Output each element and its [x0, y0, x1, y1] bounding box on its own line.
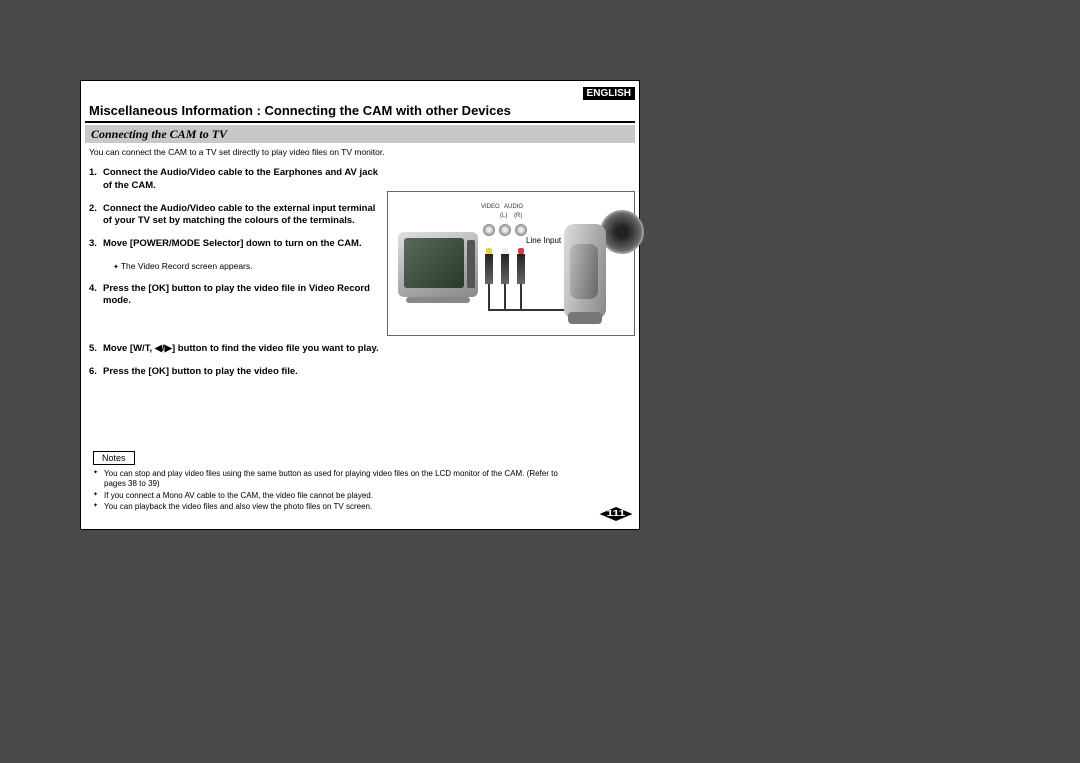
page-number: 111 — [600, 507, 633, 521]
note-1-text: You can stop and play video files using … — [104, 469, 579, 490]
intro-text: You can connect the CAM to a TV set dire… — [89, 147, 385, 157]
step-2-text: Connect the Audio/Video cable to the ext… — [103, 203, 379, 229]
audio-r-jack-icon — [515, 224, 527, 236]
yellow-plug-icon — [485, 254, 493, 284]
step-3: 3.Move [POWER/MODE Selector] down to tur… — [89, 238, 379, 251]
video-jack-label: VIDEO — [481, 204, 500, 210]
note-2-text: If you connect a Mono AV cable to the CA… — [104, 491, 373, 501]
note-item: If you connect a Mono AV cable to the CA… — [93, 491, 579, 501]
title-rule — [85, 121, 635, 123]
tv-base-icon — [406, 297, 470, 303]
step-5: 5.Move [W/T, ◀/▶] button to find the vid… — [89, 343, 379, 356]
manual-page: ENGLISH Miscellaneous Information : Conn… — [80, 80, 640, 530]
cam-lens-icon — [602, 212, 642, 252]
note-item: You can playback the video files and als… — [93, 502, 579, 512]
note-item: You can stop and play video files using … — [93, 469, 579, 490]
video-jack-icon — [483, 224, 495, 236]
cable-icon — [504, 284, 506, 309]
l-label: (L) — [500, 213, 507, 219]
step-3-sub: The Video Record screen appears. — [113, 261, 379, 272]
step-2: 2.Connect the Audio/Video cable to the e… — [89, 203, 379, 229]
cable-icon — [520, 284, 522, 309]
notes-list: You can stop and play video files using … — [93, 469, 579, 514]
r-label: (R) — [514, 213, 522, 219]
step-4: 4.Press the [OK] button to play the vide… — [89, 283, 379, 309]
cable-icon — [488, 284, 490, 309]
tv-screen-icon — [404, 238, 464, 288]
step-6-text: Press the [OK] button to play the video … — [103, 366, 298, 379]
audio-l-jack-icon — [499, 224, 511, 236]
cam-bottom-icon — [568, 312, 602, 324]
tv-panel-icon — [467, 240, 475, 288]
notes-heading: Notes — [93, 451, 135, 465]
section-subtitle: Connecting the CAM to TV — [85, 125, 635, 143]
steps-list: 1.Connect the Audio/Video cable to the E… — [89, 167, 379, 389]
audio-jack-label: AUDIO — [504, 204, 523, 210]
cable-icon — [488, 309, 566, 311]
step-3-text: Move [POWER/MODE Selector] down to turn … — [103, 238, 362, 251]
red-plug-icon — [517, 254, 525, 284]
step-5-text: Move [W/T, ◀/▶] button to find the video… — [103, 343, 379, 356]
step-1: 1.Connect the Audio/Video cable to the E… — [89, 167, 379, 193]
step-6: 6.Press the [OK] button to play the vide… — [89, 366, 379, 379]
step-1-text: Connect the Audio/Video cable to the Ear… — [103, 167, 379, 193]
tv-icon — [398, 232, 478, 297]
cam-grip-icon — [570, 244, 598, 299]
step-4-text: Press the [OK] button to play the video … — [103, 283, 379, 309]
line-input-label: Line Input — [526, 236, 561, 245]
white-plug-icon — [501, 254, 509, 284]
camcorder-icon — [564, 204, 624, 324]
note-3-text: You can playback the video files and als… — [104, 502, 372, 512]
language-label: ENGLISH — [583, 87, 635, 100]
connection-diagram: VIDEO AUDIO (L) (R) Line Input — [387, 191, 635, 336]
page-title: Miscellaneous Information : Connecting t… — [89, 103, 511, 118]
